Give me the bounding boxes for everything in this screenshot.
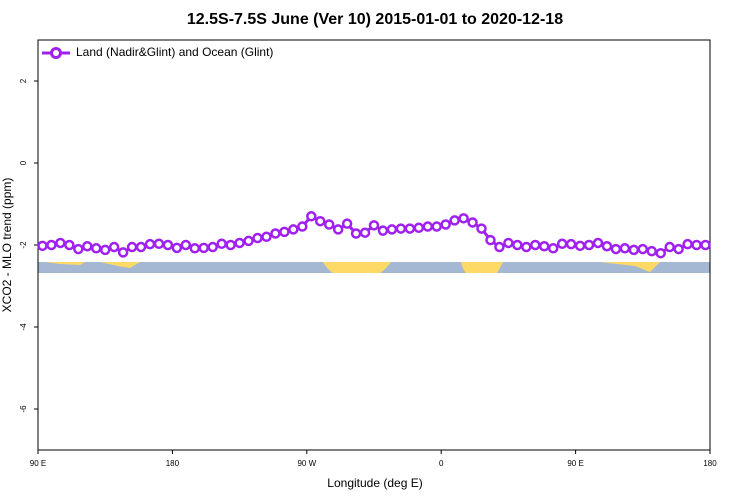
land-shape: [323, 262, 391, 273]
data-point: [314, 215, 326, 227]
data-point: [243, 235, 254, 247]
data-point: [395, 223, 407, 234]
x-axis-label: Longitude (deg E): [327, 476, 422, 490]
data-point: [431, 221, 442, 232]
data-point: [556, 238, 568, 250]
data-point: [503, 237, 514, 249]
land-shape: [461, 262, 503, 273]
data-point: [628, 244, 640, 256]
data-point: [153, 238, 165, 250]
data-point: [270, 228, 281, 239]
data-point: [422, 221, 434, 232]
legend: Land (Nadir&Glint) and Ocean (Glint): [42, 45, 273, 59]
data-point: [386, 224, 398, 235]
data-point: [144, 238, 156, 250]
data-point: [583, 239, 595, 251]
data-point: [225, 239, 236, 251]
data-point: [664, 241, 675, 253]
x-tick-label: 180: [703, 459, 717, 468]
data-point: [530, 239, 541, 251]
data-point: [574, 240, 586, 252]
y-axis-label: XCO2 - MLO trend (ppm): [0, 178, 14, 313]
data-point: [476, 223, 487, 234]
data-point: [189, 243, 201, 254]
y-tick-label: 0: [19, 160, 28, 165]
data-point: [306, 211, 317, 222]
data-point: [547, 243, 559, 254]
data-point: [117, 247, 129, 258]
data-point: [297, 221, 308, 232]
data-point: [538, 240, 550, 252]
x-tick-label: 90 E: [567, 459, 583, 468]
x-tick-label: 0: [439, 459, 444, 468]
data-point: [261, 231, 272, 243]
data-point: [467, 217, 478, 228]
data-point: [73, 243, 84, 255]
data-point: [46, 239, 57, 251]
x-tick-label: 90 E: [30, 459, 46, 468]
data-point: [55, 237, 66, 249]
data-point: [494, 241, 505, 253]
map-background: [38, 262, 710, 273]
data-point: [198, 242, 210, 254]
land-shape: [600, 262, 660, 272]
data-point: [323, 219, 335, 230]
data-point: [700, 239, 711, 251]
data-point: [565, 238, 577, 250]
data-point: [90, 243, 102, 254]
land-shape: [45, 262, 85, 265]
land-shape: [100, 262, 140, 268]
data-point: [216, 238, 227, 250]
data-point: [673, 243, 684, 255]
data-point: [449, 215, 460, 226]
data-point: [521, 241, 532, 253]
data-point: [135, 241, 147, 253]
data-point: [64, 239, 75, 251]
data-point: [440, 219, 451, 230]
x-tick-label: 90 W: [297, 459, 316, 468]
data-point: [610, 243, 622, 255]
data-point: [37, 240, 48, 252]
data-point: [413, 222, 425, 234]
data-point: [108, 241, 120, 253]
data-point: [404, 223, 416, 234]
data-point: [207, 241, 218, 253]
data-point: [646, 245, 658, 257]
data-point: [350, 228, 362, 239]
data-point: [234, 237, 245, 249]
data-point: [180, 239, 192, 251]
data-point: [126, 241, 138, 253]
legend-label: Land (Nadir&Glint) and Ocean (Glint): [76, 45, 273, 59]
y-tick-label: -6: [19, 405, 28, 413]
data-point: [691, 239, 702, 251]
data-point: [99, 244, 111, 256]
data-point: [619, 243, 631, 254]
data-point: [332, 224, 344, 235]
data-point: [341, 218, 353, 229]
data-point: [162, 239, 174, 251]
y-tick-label: 2: [19, 78, 28, 83]
data-point: [171, 242, 183, 254]
data-point: [458, 213, 469, 224]
legend-marker: [50, 47, 62, 59]
chart-title: 12.5S-7.5S June (Ver 10) 2015-01-01 to 2…: [187, 11, 563, 28]
data-point: [592, 237, 604, 249]
data-point: [682, 238, 693, 250]
y-tick-label: -4: [19, 323, 28, 331]
x-tick-label: 180: [166, 459, 180, 468]
data-point: [288, 224, 299, 235]
data-point: [359, 227, 371, 238]
data-point: [485, 234, 496, 246]
data-point: [601, 240, 613, 252]
data-point: [655, 247, 666, 259]
data-point: [82, 240, 93, 252]
data-point: [637, 243, 649, 255]
data-point: [368, 220, 380, 231]
data-point: [252, 232, 263, 244]
data-point: [512, 239, 523, 251]
y-tick-label: -2: [19, 241, 28, 249]
data-point: [377, 225, 389, 236]
data-point: [279, 226, 290, 238]
